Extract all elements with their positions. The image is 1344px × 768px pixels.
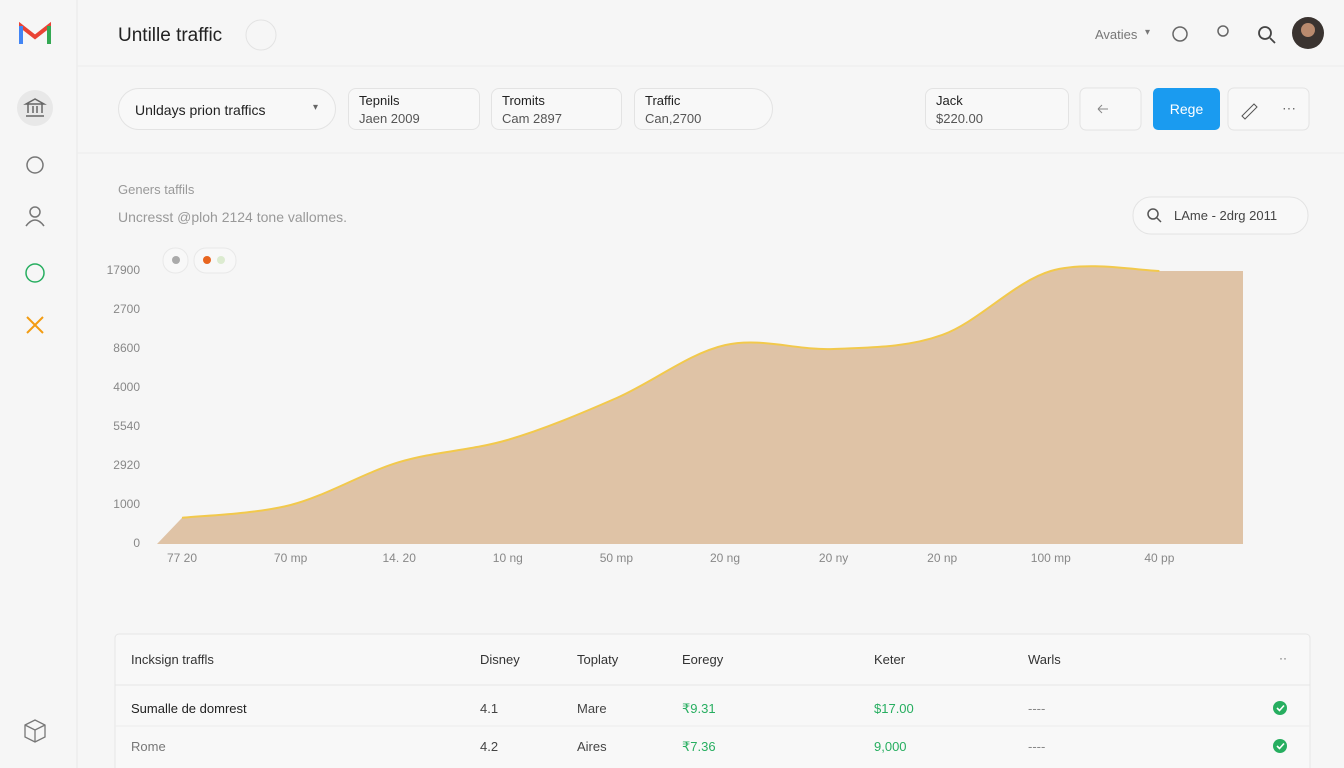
check [1276,742,1285,750]
x-tick-label: 100 mp [1031,551,1071,565]
icon-back [1097,104,1108,114]
table-menu[interactable]: ·· [1279,651,1287,665]
icon-pin[interactable] [1217,25,1229,37]
legend-dot [203,256,211,264]
primary-button[interactable] [1153,88,1220,130]
nav-home[interactable] [17,90,53,126]
nav-analytics[interactable] [25,263,45,283]
filter-card[interactable]: Tromits Cam 2897 [491,88,622,130]
dropdown[interactable]: Unldays prion traffics ▾ [118,88,336,130]
dropdown-label: Unldays prion traffics [135,102,266,118]
x-tick-label: 20 ng [710,551,740,565]
legend-pill[interactable] [193,247,237,274]
table-header: Toplaty [577,652,619,667]
nav-globe[interactable] [26,156,44,174]
card-label: Tepnils [359,93,400,108]
legend-dot [172,256,180,264]
caret: ▾ [313,102,319,113]
date-range[interactable]: LAme - 2drg 2011 [1174,208,1278,223]
x-tick-label: 50 mp [600,551,634,565]
chart-subtitle: Uncresst @ploh 2124 tone vallomes. [118,209,347,225]
table-cell: $17.00 [874,701,914,716]
card-label: Tromits [502,93,545,108]
table-cell: 4.1 [480,701,499,716]
y-tick-label: 8600 [113,341,140,355]
filter-card[interactable]: Traffic Can,2700 [634,88,773,130]
card-value: Can,2700 [645,111,702,126]
primary-button-label[interactable]: Rege [1169,101,1204,117]
date-picker[interactable] [1132,196,1309,235]
y-tick-label: 17900 [107,263,141,277]
caret: ▾ [1145,27,1151,38]
y-tick-label: 2700 [113,302,140,316]
avatar-face [1301,23,1315,37]
table-header: Eoregy [682,652,724,667]
logo [19,21,51,44]
status-ok [1273,739,1287,753]
x-tick-label: 77 20 [167,551,197,565]
table-cell: 4.2 [480,739,499,754]
check [1276,704,1285,712]
table-cell: ₹7.36 [682,739,716,754]
card-value: Jaen 2009 [359,111,420,126]
x-tick-label: 40 pp [1144,551,1174,565]
nav-user[interactable] [25,206,45,227]
status-ok [1273,701,1287,715]
table-header: Disney [480,652,520,667]
y-tick-label: 0 [133,536,140,550]
y-tick-label: 2920 [113,458,140,472]
x-tick-label: 20 ny [819,551,848,565]
table-header: Warls [1028,652,1061,667]
account-menu[interactable]: Avaties [1095,27,1138,42]
table-cell: Sumalle de domrest [131,701,247,716]
x-tick-label: 14. 20 [383,551,417,565]
title-button[interactable] [245,19,277,51]
table-header: Incksign traffls [131,652,214,667]
area-chart: 0 1000 2920 5540 4000 8600 2700 17900 77 20 70 mp… [107,263,1243,565]
table-cell: ---- [1028,739,1046,754]
action-buttons[interactable] [1227,87,1310,131]
y-tick-label: 4000 [113,380,140,394]
table-cell: 9,000 [874,739,907,754]
area [157,266,1243,544]
card-value: $220.00 [936,111,983,126]
filter-card[interactable]: Tepnils Jaen 2009 [348,88,480,130]
nav-box[interactable] [24,719,46,743]
nav-buttons[interactable] [1079,87,1142,131]
chart-title: Geners taffils [118,182,195,197]
legend-dot [217,256,225,264]
filter-card[interactable]: Jack $220.00 [925,88,1069,130]
icon-bag[interactable] [1172,26,1188,42]
icon-bank [23,98,47,117]
table-cell: Aires [577,739,607,754]
line [181,265,1160,519]
x-tick-label: 10 ng [493,551,523,565]
icon-date-search [1147,208,1162,223]
y-tick-label: 1000 [113,497,140,511]
card-label: Traffic [645,93,681,108]
icon-edit [1241,103,1258,120]
sidebar [0,0,77,768]
x-tick-label: 70 mp [274,551,308,565]
table-cell: Mare [577,701,607,716]
nav-tools[interactable] [26,316,44,334]
table-cell: ₹9.31 [682,701,716,716]
x-tick-label: 20 np [927,551,957,565]
app-title: Untille traffic [118,25,223,46]
table-cell: ---- [1028,701,1046,716]
card-label: Jack [936,93,963,108]
icon-search[interactable] [1258,26,1276,44]
table-cell: Rome [131,739,166,754]
table-header: Keter [874,652,906,667]
card-value: Cam 2897 [502,111,562,126]
icon-more: ··· [1282,100,1296,116]
table [114,633,1311,768]
y-tick-label: 5540 [113,419,140,433]
